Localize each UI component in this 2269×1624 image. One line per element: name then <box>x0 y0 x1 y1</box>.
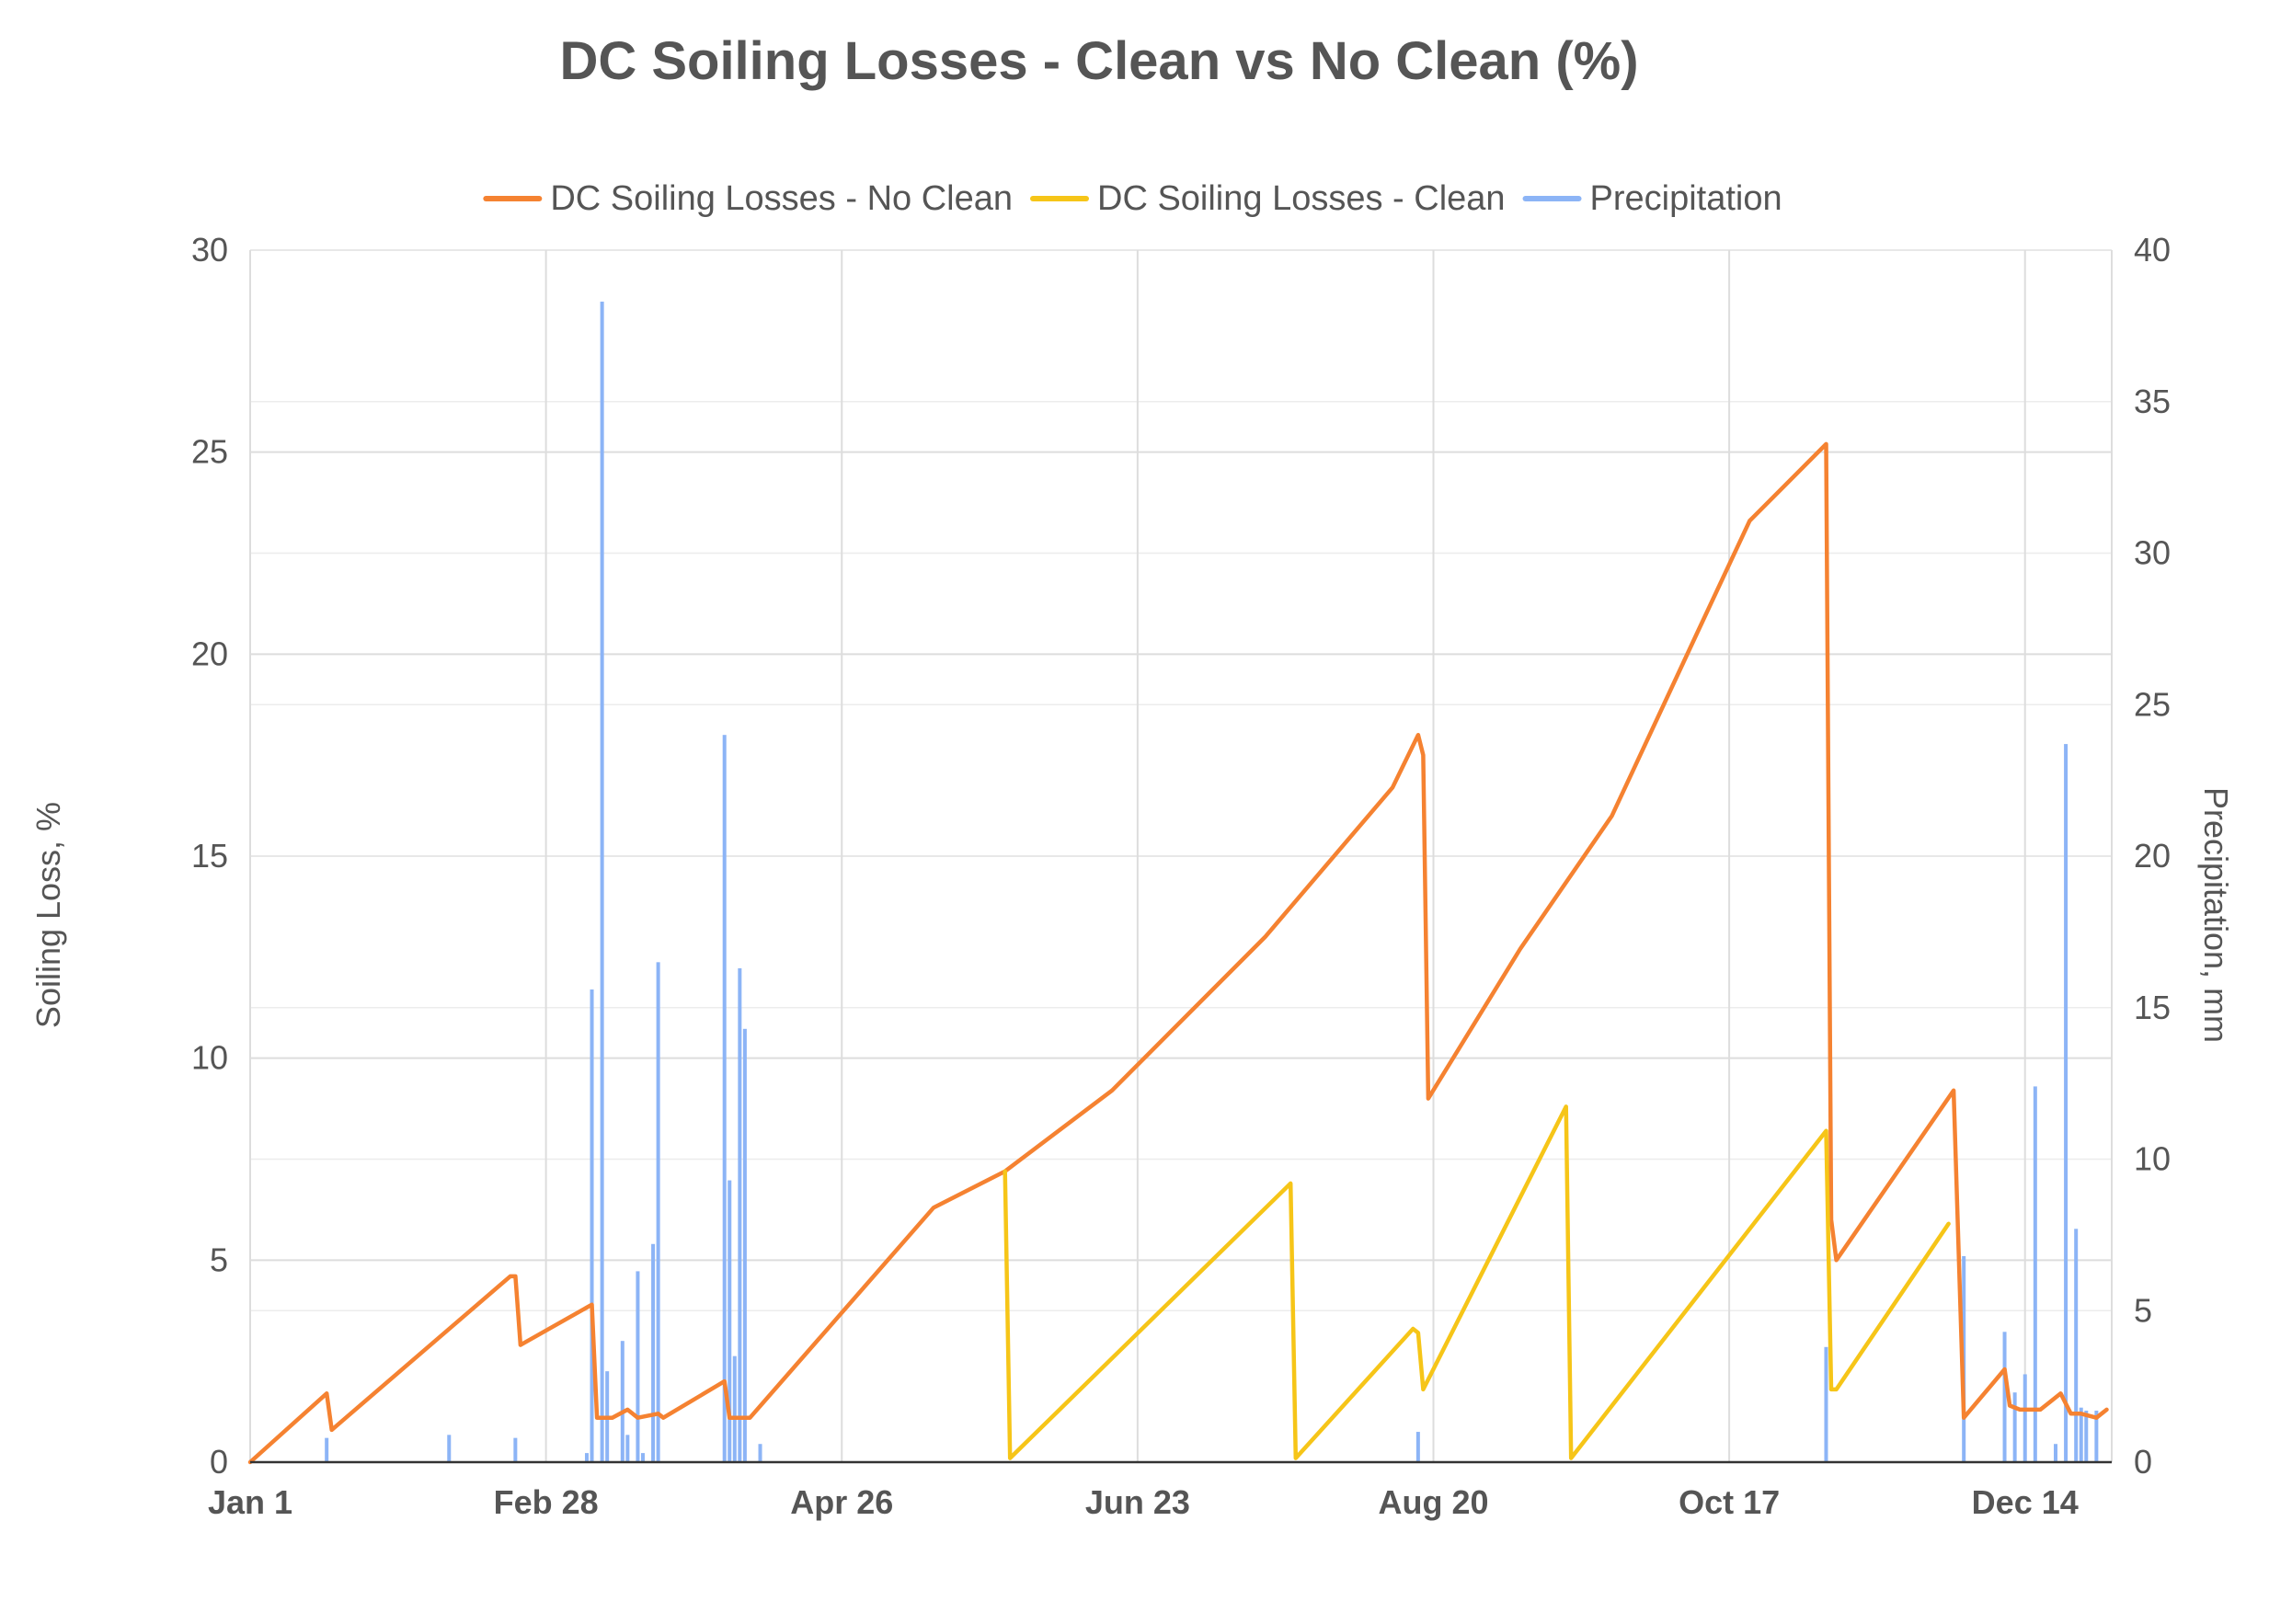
precipitation-bar <box>2094 1410 2099 1462</box>
precipitation-bar <box>2079 1407 2083 1462</box>
x-tick-label: Apr 26 <box>790 1483 893 1521</box>
precipitation-bars <box>325 302 2099 1462</box>
precipitation-bar <box>620 1341 625 1462</box>
precipitation-bar <box>656 962 660 1462</box>
y2-tick-label: 15 <box>2134 989 2171 1026</box>
y-tick-label: 10 <box>191 1039 228 1077</box>
x-tick-label: Jan 1 <box>208 1483 292 1521</box>
precipitation-bar <box>600 302 604 1462</box>
legend: DC Soiling Losses - No Clean DC Soiling L… <box>483 179 1782 218</box>
precipitation-bar <box>2012 1392 2017 1462</box>
precipitation-bar <box>2054 1444 2058 1462</box>
precipitation-bar <box>758 1444 762 1462</box>
legend-label: DC Soiling Losses - Clean <box>1097 179 1506 218</box>
precipitation-bar <box>2064 744 2068 1462</box>
precipitation-bar <box>2074 1229 2079 1462</box>
y-tick-label: 20 <box>191 635 228 672</box>
axes: 0 5 10 15 20 25 30 0 5 10 15 20 25 30 35 40 Jan 1 Feb 28 A… <box>191 231 2171 1521</box>
legend-label: Precipitation <box>1590 179 1782 218</box>
precipitation-bar <box>2033 1086 2037 1462</box>
y-tick-label: 5 <box>210 1241 228 1278</box>
y2-tick-label: 10 <box>2134 1140 2171 1178</box>
precipitation-bar <box>2023 1374 2027 1462</box>
x-tick-label: Jun 23 <box>1085 1483 1190 1521</box>
precipitation-bar <box>728 1180 732 1462</box>
y2-tick-label: 20 <box>2134 837 2171 875</box>
y2-tick-label: 5 <box>2134 1291 2152 1329</box>
series-line <box>247 441 2109 1465</box>
precipitation-bar <box>513 1437 518 1462</box>
precipitation-bar <box>325 1437 329 1462</box>
y-axis-label: Soiling Loss, % <box>29 802 67 1028</box>
precipitation-bar <box>738 967 742 1462</box>
precipitation-bar <box>2084 1410 2089 1462</box>
precipitation-bar <box>722 735 727 1462</box>
y2-tick-label: 25 <box>2134 685 2171 723</box>
precipitation-bar <box>447 1435 452 1462</box>
precipitation-bar <box>636 1271 640 1462</box>
precipitation-bar <box>2002 1332 2007 1462</box>
y-tick-label: 30 <box>191 231 228 269</box>
x-tick-label: Oct 17 <box>1679 1483 1780 1521</box>
precipitation-bar <box>1824 1346 1828 1462</box>
chart-title: DC Soiling Losses - Clean vs No Clean (%… <box>559 31 1638 91</box>
precipitation-bar <box>732 1355 737 1462</box>
x-tick-label: Dec 14 <box>1972 1483 2079 1521</box>
precipitation-bar <box>651 1243 656 1462</box>
precipitation-bar <box>590 989 594 1462</box>
precipitation-bar <box>742 1028 747 1462</box>
legend-label: DC Soiling Losses - No Clean <box>550 179 1013 218</box>
y2-tick-label: 30 <box>2134 534 2171 572</box>
y2-axis-label: Precipitation, mm <box>2197 787 2235 1043</box>
y2-tick-label: 40 <box>2134 231 2171 269</box>
precipitation-bar <box>625 1435 630 1462</box>
precipitation-bar <box>1415 1432 1420 1462</box>
precipitation-bar <box>584 1453 589 1462</box>
y2-tick-label: 0 <box>2134 1443 2152 1481</box>
series-lines <box>247 441 2109 1465</box>
x-tick-label: Aug 20 <box>1378 1483 1488 1521</box>
y-tick-label: 25 <box>191 433 228 471</box>
series-line <box>1003 1104 1951 1460</box>
y-tick-label: 15 <box>191 837 228 875</box>
grid <box>249 249 2113 1463</box>
x-tick-label: Feb 28 <box>494 1483 599 1521</box>
y-tick-label: 0 <box>210 1443 228 1481</box>
y2-tick-label: 35 <box>2134 383 2171 420</box>
precipitation-bar <box>640 1453 645 1462</box>
